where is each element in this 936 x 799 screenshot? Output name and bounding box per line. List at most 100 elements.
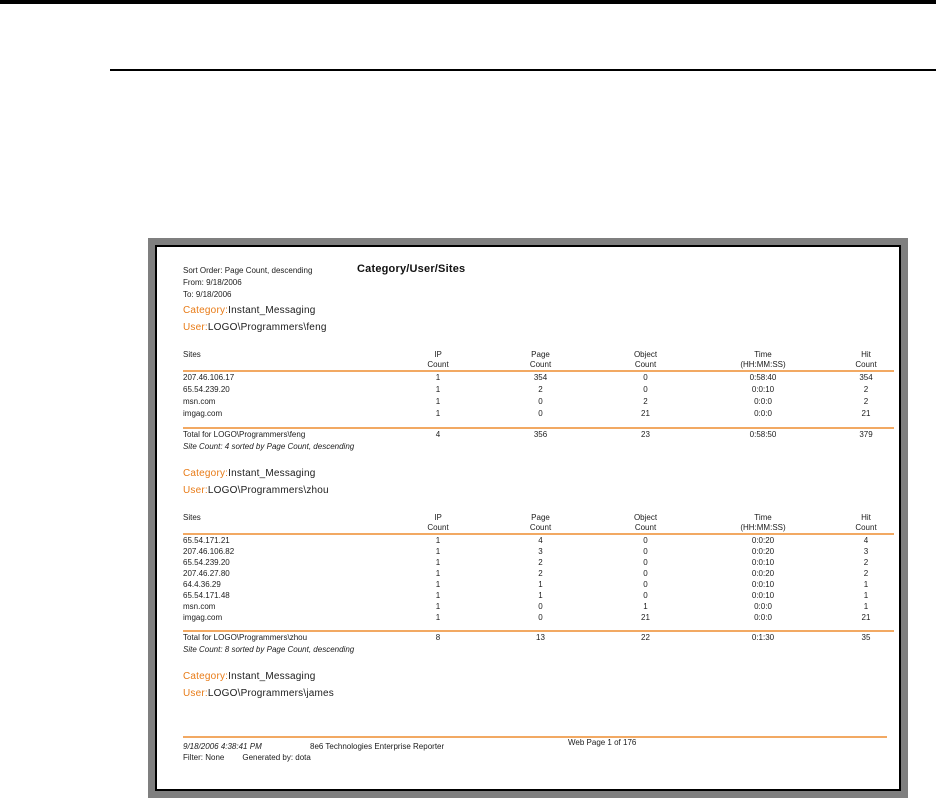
category-line: Category:Instant_Messaging bbox=[183, 670, 885, 683]
value-cell: 0:0:10 bbox=[751, 580, 775, 589]
footer-page-info: Web Page 1 of 176 bbox=[568, 738, 637, 747]
value-cell: 2 bbox=[863, 569, 869, 578]
table-row: imgag.com 1 0 21 0:0:0 21 bbox=[183, 612, 894, 623]
value-cell: 1 bbox=[435, 569, 441, 578]
col-header-page-count: Page Count bbox=[478, 350, 603, 372]
total-object: 23 bbox=[603, 427, 688, 441]
footer-filter: Filter: None bbox=[183, 753, 225, 762]
total-label: Total for LOGO\Programmers\feng bbox=[183, 427, 398, 441]
report-page: Sort Order: Page Count, descending From:… bbox=[155, 245, 901, 791]
value-cell: 0 bbox=[643, 536, 648, 545]
value-cell: 0 bbox=[538, 397, 543, 406]
value-cell: 2 bbox=[538, 385, 543, 394]
user-label: User: bbox=[183, 485, 208, 496]
table-row: 65.54.171.48 1 1 0 0:0:10 1 bbox=[183, 590, 894, 601]
value-cell: 1 bbox=[435, 591, 441, 600]
col-header-page-count: Page Count bbox=[478, 513, 603, 535]
value-cell: 0:0:20 bbox=[751, 547, 775, 556]
report-frame: Sort Order: Page Count, descending From:… bbox=[148, 238, 908, 798]
total-label: Total for LOGO\Programmers\zhou bbox=[183, 630, 398, 644]
value-cell: 2 bbox=[863, 558, 869, 567]
value-cell: 0 bbox=[643, 373, 648, 382]
site-cell: msn.com bbox=[183, 602, 216, 611]
site-cell: 65.54.239.20 bbox=[183, 558, 230, 567]
value-cell: 1 bbox=[435, 385, 441, 394]
table-row: imgag.com 1 0 21 0:0:0 21 bbox=[183, 408, 894, 420]
page-header-rule bbox=[110, 69, 936, 71]
report-footer: 9/18/2006 4:38:41 PM 8e6 Technologies En… bbox=[183, 736, 887, 762]
footer-datetime: 9/18/2006 4:38:41 PM bbox=[183, 742, 262, 751]
col-header-ip-count: IP Count bbox=[398, 513, 478, 535]
value-cell: 0:0:0 bbox=[754, 397, 772, 406]
value-cell: 1 bbox=[435, 580, 441, 589]
table-spacer bbox=[183, 420, 894, 428]
value-cell: 3 bbox=[538, 547, 543, 556]
value-cell: 0 bbox=[643, 591, 648, 600]
section-feng: Category:Instant_Messaging User:LOGO\Pro… bbox=[183, 304, 894, 453]
table-row: msn.com 1 0 1 0:0:0 1 bbox=[183, 601, 894, 612]
value-cell: 2 bbox=[643, 397, 648, 406]
value-cell: 0 bbox=[538, 409, 543, 418]
user-line: User:LOGO\Programmers\james bbox=[183, 687, 885, 700]
value-cell: 1 bbox=[863, 591, 869, 600]
user-line: User:LOGO\Programmers\feng bbox=[183, 321, 885, 334]
value-cell: 3 bbox=[863, 547, 869, 556]
value-cell: 2 bbox=[863, 397, 869, 406]
col-header-time: Time (HH:MM:SS) bbox=[688, 350, 838, 372]
site-cell: 64.4.36.29 bbox=[183, 580, 221, 589]
total-time: 0:58:50 bbox=[688, 427, 838, 441]
value-cell: 0 bbox=[643, 580, 648, 589]
total-hit: 35 bbox=[838, 630, 894, 644]
value-cell: 21 bbox=[861, 409, 871, 418]
value-cell: 1 bbox=[435, 397, 441, 406]
table-row: 65.54.239.20 1 2 0 0:0:10 2 bbox=[183, 557, 894, 568]
total-page: 356 bbox=[478, 427, 603, 441]
value-cell: 21 bbox=[641, 613, 650, 622]
value-cell: 0:0:20 bbox=[751, 569, 775, 578]
value-cell: 0 bbox=[538, 602, 543, 611]
col-header-sites: Sites bbox=[183, 350, 398, 372]
site-count-note: Site Count: 4 sorted by Page Count, desc… bbox=[183, 442, 355, 451]
table-row: 64.4.36.29 1 1 0 0:0:10 1 bbox=[183, 579, 894, 590]
value-cell: 0:0:0 bbox=[754, 409, 772, 418]
section-zhou: Category:Instant_Messaging User:LOGO\Pro… bbox=[183, 467, 894, 656]
total-hit: 379 bbox=[838, 427, 894, 441]
value-cell: 0:0:20 bbox=[751, 536, 775, 545]
footer-rule bbox=[183, 736, 887, 738]
col-header-sites: Sites bbox=[183, 513, 398, 535]
report-meta: Sort Order: Page Count, descending From:… bbox=[183, 263, 885, 301]
value-cell: 2 bbox=[538, 569, 543, 578]
value-cell: 1 bbox=[435, 536, 441, 545]
value-cell: 0 bbox=[538, 613, 543, 622]
category-line: Category:Instant_Messaging bbox=[183, 304, 885, 317]
user-label: User: bbox=[183, 688, 208, 699]
sites-table-feng: Sites IP Count Page Count Object Count Time… bbox=[183, 350, 894, 441]
report-title: Category/User/Sites bbox=[357, 263, 466, 275]
value-cell: 354 bbox=[533, 373, 548, 382]
value-cell: 0:0:10 bbox=[751, 558, 775, 567]
category-value: Instant_Messaging bbox=[228, 671, 316, 682]
user-value: LOGO\Programmers\feng bbox=[207, 322, 327, 333]
col-header-hit-count: Hit Count bbox=[838, 513, 894, 535]
user-value: LOGO\Programmers\james bbox=[207, 688, 335, 699]
table-row: 207.46.106.17 1 354 0 0:58:40 354 bbox=[183, 371, 894, 384]
category-label: Category: bbox=[183, 671, 229, 682]
table-row: 65.54.239.20 1 2 0 0:0:10 2 bbox=[183, 384, 894, 396]
site-count-note: Site Count: 8 sorted by Page Count, desc… bbox=[183, 645, 355, 654]
value-cell: 2 bbox=[863, 385, 869, 394]
col-header-ip-count: IP Count bbox=[398, 350, 478, 372]
value-cell: 0 bbox=[643, 558, 648, 567]
category-value: Instant_Messaging bbox=[228, 305, 316, 316]
value-cell: 1 bbox=[863, 602, 869, 611]
category-label: Category: bbox=[183, 305, 229, 316]
value-cell: 1 bbox=[435, 409, 441, 418]
value-cell: 1 bbox=[435, 558, 441, 567]
value-cell: 2 bbox=[538, 558, 543, 567]
value-cell: 1 bbox=[863, 580, 869, 589]
total-time: 0:1:30 bbox=[688, 630, 838, 644]
site-cell: 65.54.171.21 bbox=[183, 536, 230, 545]
total-row: Total for LOGO\Programmers\feng 4 356 23… bbox=[183, 427, 894, 441]
footer-generated-by: Generated by: dota bbox=[242, 753, 311, 762]
table-header: Sites IP Count Page Count Object Count Time… bbox=[183, 350, 894, 372]
value-cell: 0 bbox=[643, 569, 648, 578]
